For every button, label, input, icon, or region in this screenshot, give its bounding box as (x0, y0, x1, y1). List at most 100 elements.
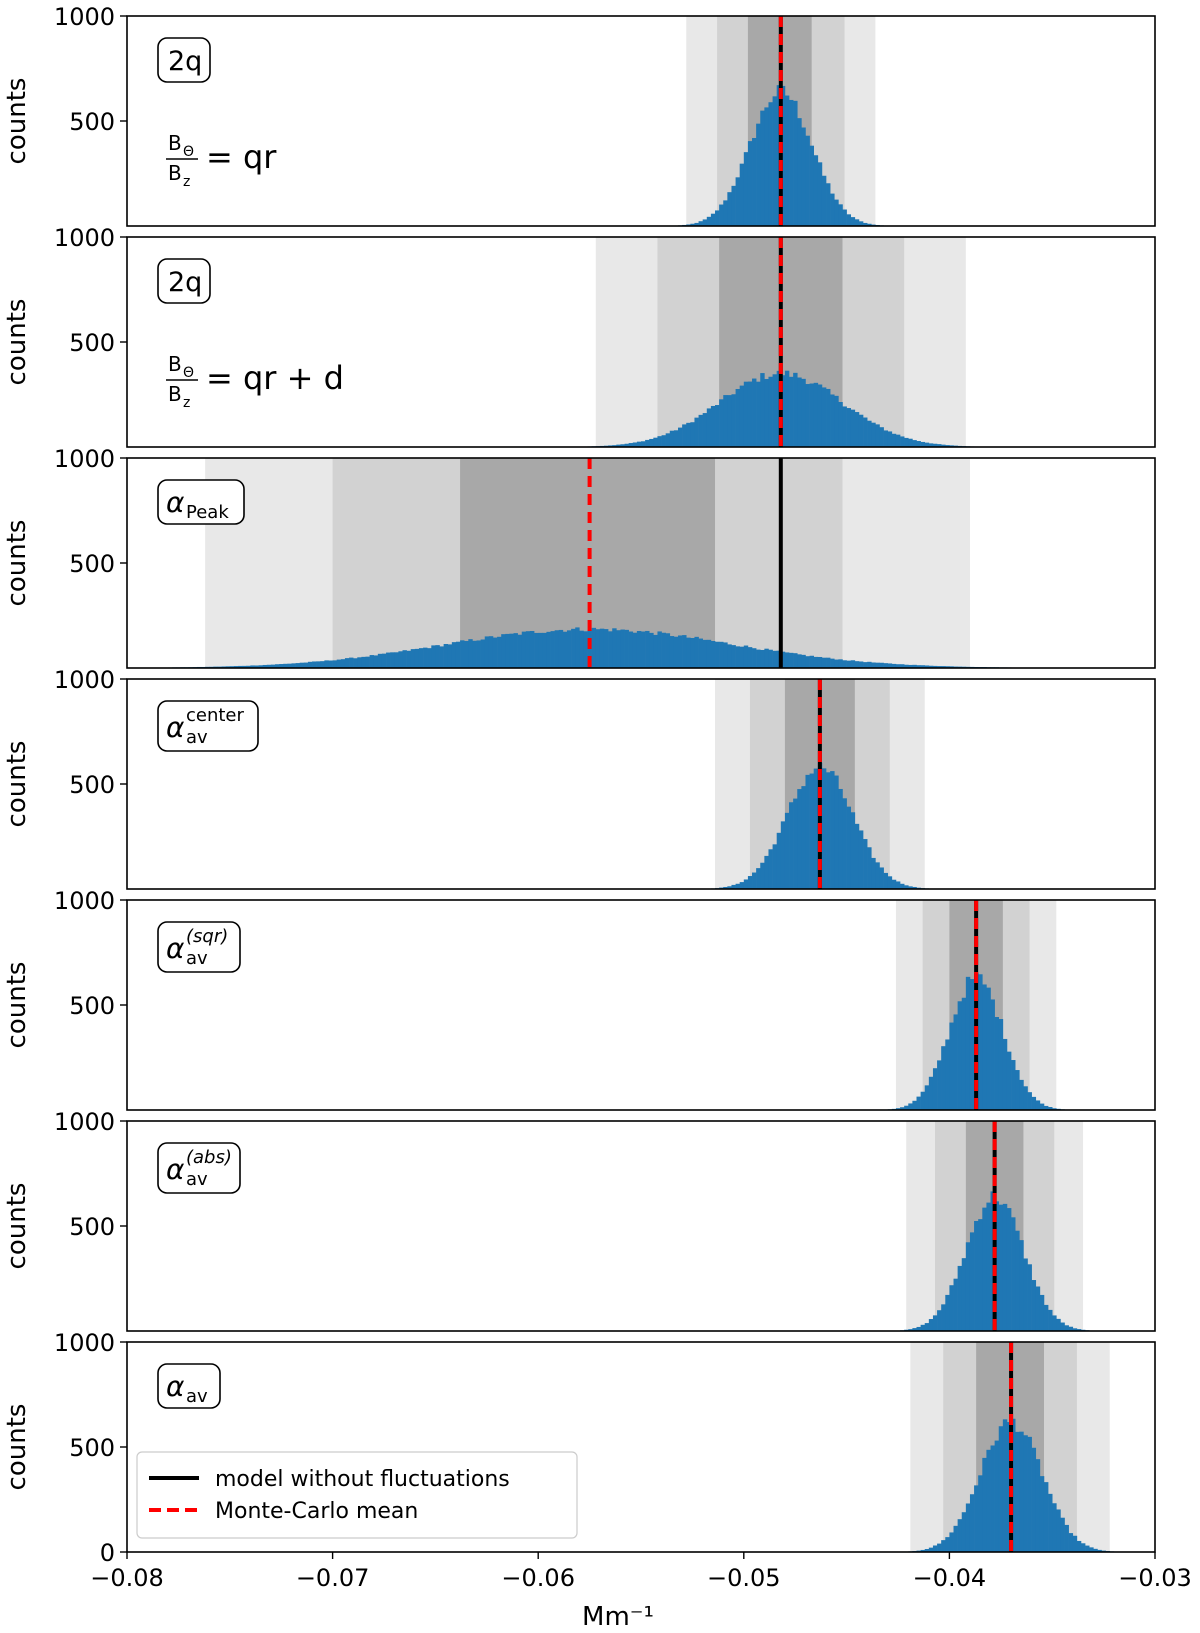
histogram-bar (969, 1232, 975, 1331)
histogram-bar (772, 96, 777, 227)
histogram-bar (612, 628, 617, 668)
histogram-bar (834, 395, 839, 447)
histogram-bar (854, 823, 860, 889)
histogram-bar (1006, 1051, 1012, 1110)
histogram-bar (608, 631, 613, 668)
histogram-bar (723, 886, 728, 889)
histogram-bar (994, 1201, 1000, 1331)
histogram-bar (838, 401, 843, 447)
histogram-bar (780, 651, 786, 668)
histogram-bar (793, 798, 798, 889)
histogram-bar (998, 1019, 1004, 1110)
histogram-bar (879, 427, 884, 447)
histogram-bar (957, 1265, 963, 1331)
histogram-bar (953, 1278, 958, 1331)
histogram-bar (369, 655, 375, 668)
x-tick-label: −0.03 (1118, 1564, 1192, 1592)
histogram-bar (616, 444, 621, 447)
histogram-bar (801, 654, 806, 668)
histogram-bar (673, 636, 679, 668)
histogram-bar (961, 1512, 967, 1552)
legend-label: Monte-Carlo mean (215, 1499, 418, 1524)
histogram-bar (270, 664, 276, 668)
histogram-bar (418, 648, 424, 668)
histogram-bar (353, 658, 358, 668)
histogram-bar (928, 1547, 934, 1552)
histogram-bar (492, 637, 498, 668)
panel-label-frame (157, 921, 241, 973)
histogram-bar (591, 627, 597, 668)
histogram-bar (653, 437, 658, 447)
histogram-bar (809, 383, 815, 447)
histogram-bar (756, 123, 761, 226)
histogram-bar (784, 95, 790, 227)
y-tick-label: 1000 (54, 1329, 115, 1357)
equation: B ΘB z = qr + d (166, 352, 344, 411)
histogram-bar (599, 628, 605, 668)
histogram-bar (752, 378, 757, 447)
x-tick-label: −0.06 (501, 1564, 575, 1592)
histogram-bar (821, 657, 827, 668)
panel-label-subscript: av (186, 1386, 208, 1407)
histogram-bar (455, 641, 461, 668)
histogram-bar (871, 422, 876, 447)
histogram-bar (809, 655, 815, 668)
histogram-bar (912, 886, 917, 889)
histogram-bar (809, 773, 815, 889)
histogram-bar (682, 635, 687, 668)
histogram-bar (509, 633, 514, 668)
y-tick-label: 500 (69, 992, 115, 1020)
histogram-bar (1019, 1079, 1024, 1110)
panel-label-frame (157, 700, 259, 752)
histogram-bar (538, 632, 543, 668)
histogram-bar (747, 647, 753, 668)
histogram-bar (476, 640, 481, 668)
histogram-bar (1035, 1459, 1041, 1552)
histogram-bar (361, 656, 366, 668)
histogram-bar (1031, 1280, 1037, 1331)
histogram-bar (797, 118, 802, 226)
histogram-bar (723, 200, 728, 226)
histogram-bar (1048, 1107, 1053, 1110)
histogram-bar (649, 438, 654, 447)
histogram-bar (900, 664, 905, 668)
histogram-bar (1048, 1309, 1053, 1331)
histogram-bar (1052, 1315, 1057, 1331)
histogram-bar (883, 663, 889, 668)
histogram-bar (706, 639, 712, 668)
histogram-bar (863, 662, 868, 668)
x-axis: −0.08 −0.07 −0.06 −0.05 −0.04 −0.03 (90, 1552, 1192, 1592)
histogram-bar (998, 1426, 1004, 1552)
histogram-bar (554, 630, 560, 668)
histogram-bar (678, 635, 683, 668)
histogram-bar (678, 427, 683, 447)
histogram-bar (850, 812, 856, 889)
histogram-bar (863, 839, 868, 889)
panel-label-subscript: Peak (186, 502, 229, 523)
histogram-bar (423, 647, 428, 668)
histogram-bar (719, 641, 724, 668)
histogram-bar (813, 382, 819, 447)
histogram-bar (895, 434, 901, 447)
histogram-bar (735, 177, 740, 226)
panel-label-symbol: α (166, 1153, 185, 1186)
histogram-bar (895, 1108, 901, 1110)
histogram-bar (879, 867, 884, 889)
panel-6: 500 1000 counts α av(abs) (2, 1108, 1156, 1332)
histogram-bar (394, 652, 399, 668)
histogram-bar (747, 876, 753, 889)
histogram-bar (616, 630, 621, 668)
histogram-bar (1027, 1092, 1032, 1110)
histogram-bar (1019, 1240, 1024, 1331)
histogram-bar (715, 641, 720, 668)
panel-label-frame (157, 37, 211, 83)
histogram-bar (813, 768, 819, 889)
histogram-bar (1011, 1060, 1016, 1110)
histogram-bar (945, 1039, 950, 1110)
eq-denominator: B (168, 161, 182, 185)
panel-label-symbol: α (166, 486, 185, 519)
panel-label-frame (157, 1363, 221, 1409)
histogram-bar (838, 659, 843, 668)
histogram-bar (764, 648, 769, 668)
histogram-bar (998, 1204, 1004, 1331)
